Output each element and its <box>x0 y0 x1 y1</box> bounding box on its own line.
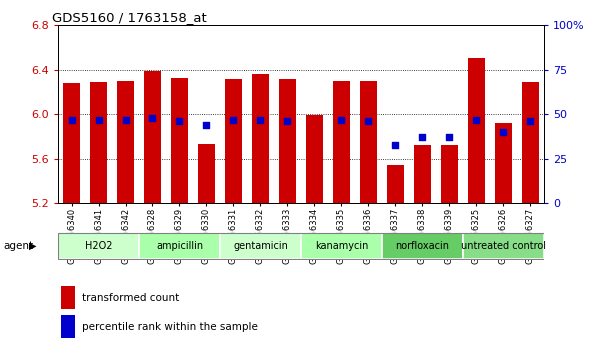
Point <box>120 117 130 123</box>
FancyBboxPatch shape <box>139 233 220 259</box>
Bar <box>63 83 80 203</box>
FancyBboxPatch shape <box>463 233 544 259</box>
Bar <box>252 74 269 203</box>
Text: percentile rank within the sample: percentile rank within the sample <box>82 322 258 332</box>
Point <box>202 122 211 128</box>
FancyBboxPatch shape <box>220 233 301 259</box>
Bar <box>170 78 188 203</box>
Point <box>175 119 185 125</box>
Point <box>364 119 373 125</box>
Bar <box>279 79 296 203</box>
Text: kanamycin: kanamycin <box>315 241 368 251</box>
Bar <box>387 166 404 203</box>
Point <box>417 135 427 140</box>
Bar <box>62 315 75 338</box>
Point <box>148 115 158 121</box>
Bar <box>522 82 539 203</box>
Point <box>229 117 238 123</box>
Bar <box>414 146 431 203</box>
Point <box>67 117 76 123</box>
Bar <box>62 286 75 309</box>
Point <box>255 117 265 123</box>
Bar <box>90 82 108 203</box>
Point <box>444 135 454 140</box>
Point <box>525 119 535 125</box>
Text: untreated control: untreated control <box>461 241 546 251</box>
FancyBboxPatch shape <box>58 233 139 259</box>
FancyBboxPatch shape <box>301 233 382 259</box>
Bar <box>467 58 485 203</box>
Point <box>499 129 508 135</box>
Text: ▶: ▶ <box>29 241 37 251</box>
Bar <box>117 81 134 203</box>
Point <box>93 117 103 123</box>
Text: gentamicin: gentamicin <box>233 241 288 251</box>
Bar <box>198 144 215 203</box>
Point <box>337 117 346 123</box>
Bar <box>306 115 323 203</box>
FancyBboxPatch shape <box>382 233 463 259</box>
Bar <box>360 81 377 203</box>
Text: GDS5160 / 1763158_at: GDS5160 / 1763158_at <box>52 11 207 24</box>
Point <box>390 142 400 147</box>
Text: norfloxacin: norfloxacin <box>395 241 449 251</box>
Bar <box>332 81 350 203</box>
Point <box>472 117 481 123</box>
Bar <box>441 146 458 203</box>
Point <box>282 119 292 125</box>
Text: transformed count: transformed count <box>82 293 179 303</box>
Bar <box>494 123 512 203</box>
Bar <box>225 79 242 203</box>
Bar <box>144 71 161 203</box>
Text: ampicillin: ampicillin <box>156 241 203 251</box>
Text: H2O2: H2O2 <box>85 241 112 251</box>
Text: agent: agent <box>3 241 33 251</box>
